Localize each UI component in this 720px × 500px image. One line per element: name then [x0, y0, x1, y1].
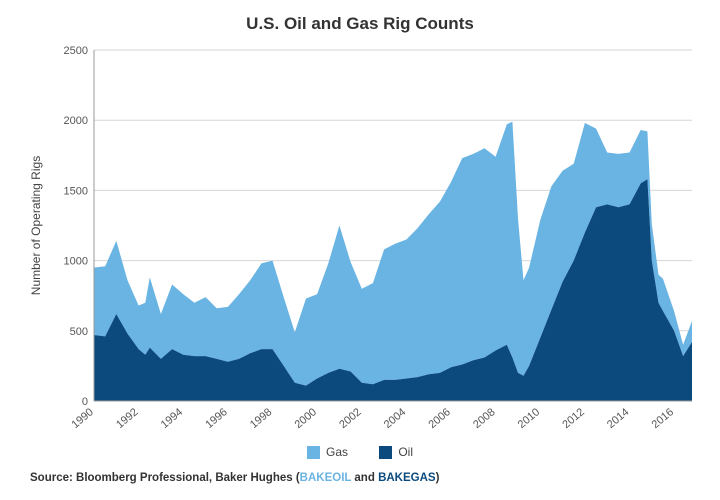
legend-item-oil: Oil: [379, 444, 413, 459]
oil-area: [94, 179, 692, 401]
x-tick-label: 1992: [114, 406, 140, 431]
x-tick-label: 2016: [650, 406, 676, 431]
source-gas-ticker: BAKEGAS: [378, 472, 436, 484]
x-tick-label: 1996: [203, 406, 229, 431]
y-tick-label: 1500: [64, 185, 88, 197]
legend-label-gas: Gas: [325, 445, 348, 460]
legend: Gas Oil: [0, 444, 720, 459]
x-tick-label: 2004: [382, 406, 408, 431]
x-tick-label: 2002: [337, 406, 363, 431]
legend-swatch-gas: [306, 445, 320, 459]
legend-item-gas: Gas: [306, 444, 348, 460]
y-tick-label: 500: [70, 326, 88, 338]
axes: 0 500 1000 1500 2000 2500 1990 1992 1994 1996 1998…: [29, 45, 692, 431]
source-conjunction: and: [351, 472, 379, 484]
gas-area: [94, 121, 692, 386]
y-tick-label: 1000: [64, 256, 88, 268]
source-suffix: ): [435, 472, 440, 484]
y-tick-label: 2000: [64, 115, 88, 127]
source-prefix: Source: Bloomberg Professional, Baker Hu…: [30, 472, 300, 484]
x-tick-label: 2008: [471, 406, 497, 431]
area-layer: [94, 121, 692, 401]
x-tick-label: 1998: [248, 406, 274, 431]
source-note: Source: Bloomberg Professional, Baker Hu…: [30, 472, 439, 484]
x-tick-label: 2000: [293, 406, 319, 431]
x-tick-label: 2006: [426, 406, 452, 431]
y-axis-title: Number of Operating Rigs: [29, 156, 43, 295]
y-tick-label: 0: [82, 396, 88, 408]
legend-label-oil: Oil: [398, 445, 414, 460]
x-tick-label: 1994: [159, 406, 185, 431]
x-tick-label: 2010: [516, 406, 542, 431]
y-tick-label: 2500: [64, 45, 88, 57]
legend-swatch-oil: [379, 445, 393, 459]
x-tick-label: 2014: [605, 406, 631, 431]
x-tick-label: 1990: [69, 406, 95, 431]
chart-title: U.S. Oil and Gas Rig Counts: [246, 14, 474, 33]
x-tick-label: 2012: [560, 406, 586, 431]
source-oil-ticker: BAKEOIL: [299, 472, 352, 484]
